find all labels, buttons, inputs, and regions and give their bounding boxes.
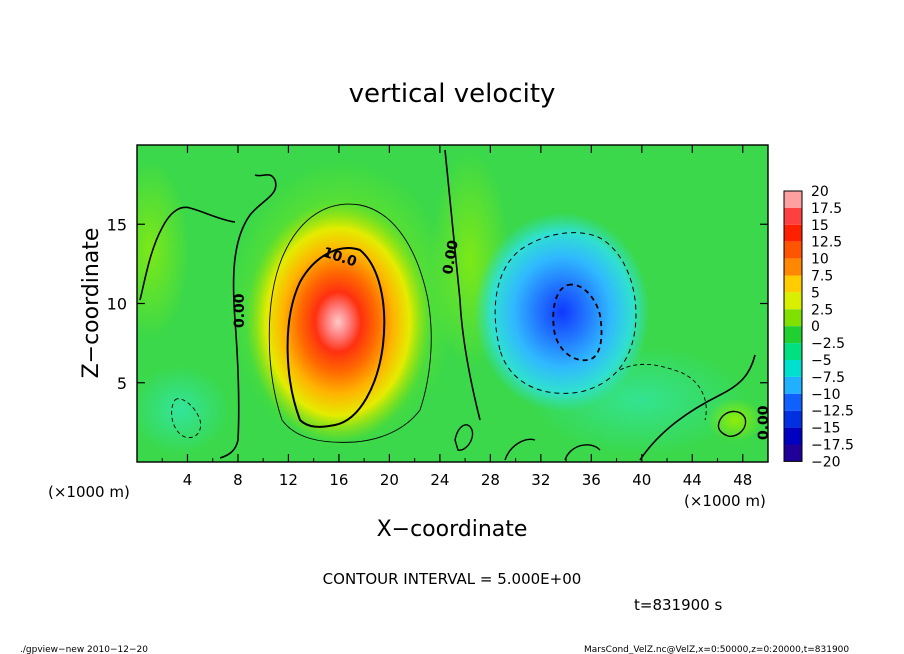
colorbar-label: −17.5 — [811, 438, 854, 454]
contour-label: 0.00 — [232, 293, 248, 328]
contour-label: 0.00 — [756, 405, 772, 440]
x-tick-label: 40 — [632, 471, 651, 489]
colorbar-label: 17.5 — [811, 201, 842, 217]
y-tick-label: 15 — [107, 215, 127, 234]
x-tick-label: 12 — [279, 471, 298, 489]
y-tick-label: 10 — [107, 295, 127, 314]
chart-title: vertical velocity — [349, 79, 556, 109]
colorbar-swatch — [784, 241, 802, 259]
colorbar-label: 12.5 — [811, 235, 842, 251]
x-tick-label: 36 — [582, 471, 601, 489]
x-tick-label: 44 — [683, 471, 702, 489]
x-unit-right: (×1000 m) — [684, 492, 766, 510]
contour-lines — [139, 149, 756, 461]
y-tick-label: 5 — [117, 374, 127, 393]
y-axis: 5 10 15 — [107, 215, 768, 393]
colorbar-swatch — [784, 326, 802, 344]
y-axis-title: Z−coordinate — [79, 228, 104, 379]
x-axis-title: X−coordinate — [377, 517, 528, 542]
x-axis: 4 8 12 16 20 24 28 32 36 40 44 48 — [161, 145, 752, 489]
heat-cell — [137, 365, 230, 455]
colorbar-label: 20 — [811, 184, 829, 200]
colorbar-swatch — [784, 393, 802, 411]
contour-label: 0.00 — [440, 239, 462, 276]
colorbar-swatch — [784, 444, 802, 462]
colorbar-label: 5 — [811, 285, 820, 301]
colorbar-swatch — [784, 410, 802, 428]
colorbar-swatch — [784, 275, 802, 293]
colorbar-label: −7.5 — [811, 370, 845, 386]
colorbar-label: 0 — [811, 319, 820, 335]
x-tick-label: 8 — [233, 471, 243, 489]
colorbar-label: −5 — [811, 353, 832, 369]
colorbar-swatch — [784, 191, 802, 208]
colorbar-swatch — [784, 224, 802, 242]
heat-cell — [474, 212, 650, 412]
colorbar-label: 15 — [811, 218, 829, 234]
heat-cell — [246, 202, 430, 442]
heat-cell — [137, 160, 190, 340]
colorbar-frame — [783, 190, 803, 462]
colorbar-swatch — [784, 309, 802, 327]
x-unit-left: (×1000 m) — [48, 483, 130, 501]
colorbar-label: −10 — [811, 387, 841, 403]
x-tick-label: 32 — [531, 471, 550, 489]
colorbar-label: −2.5 — [811, 336, 845, 352]
time-text: t=831900 s — [634, 596, 722, 614]
contour-interval-text: CONTOUR INTERVAL = 5.000E+00 — [323, 570, 582, 588]
colorbar-label: 2.5 — [811, 302, 833, 318]
footer-left-note: ./gpview−new 2010−12−20 — [20, 645, 148, 654]
colorbar-swatch — [784, 258, 802, 276]
colorbar-swatch — [784, 292, 802, 310]
colorbar-label: 7.5 — [811, 269, 833, 285]
x-tick-label: 4 — [183, 471, 193, 489]
footer-right-note: MarsCond_VelZ.nc@VelZ,x=0:50000,z=0:2000… — [584, 645, 849, 654]
colorbar-label: 10 — [811, 252, 829, 268]
colorbar: 2017.51512.5107.552.50−2.5−5−7.5−10−12.5… — [783, 184, 854, 470]
x-tick-label: 48 — [733, 471, 752, 489]
colorbar-label: −12.5 — [811, 404, 854, 420]
colorbar-swatch — [784, 207, 802, 225]
colorbar-swatch — [784, 360, 802, 377]
colorbar-swatch — [784, 427, 802, 445]
colorbar-label: −20 — [811, 454, 841, 470]
x-tick-label: 20 — [380, 471, 399, 489]
x-tick-label: 24 — [430, 471, 449, 489]
colorbar-label: −15 — [811, 421, 841, 437]
colorbar-swatch — [784, 343, 802, 360]
heatmap-field — [137, 145, 768, 462]
x-tick-label: 28 — [481, 471, 500, 489]
x-tick-label: 16 — [329, 471, 348, 489]
colorbar-swatch — [784, 376, 802, 394]
